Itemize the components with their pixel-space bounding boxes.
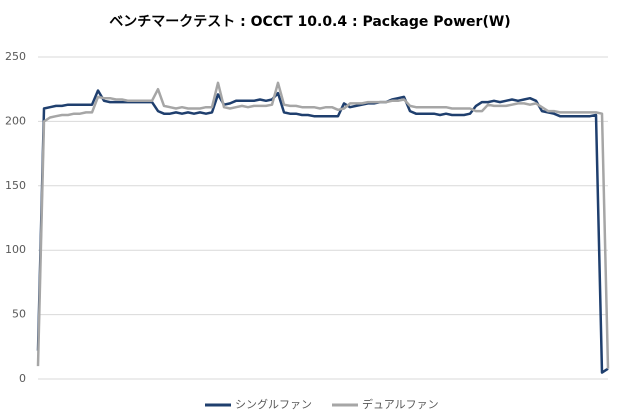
series-line <box>36 89 609 374</box>
y-tick-label: 100 <box>5 243 26 256</box>
y-tick-label: 150 <box>5 179 26 192</box>
y-tick-label: 200 <box>5 114 26 127</box>
chart-title: ベンチマークテスト : OCCT 10.0.4 : Package Power(… <box>109 14 510 30</box>
y-tick-label: 250 <box>5 50 26 63</box>
y-tick-label: 0 <box>19 372 26 385</box>
y-tick-label: 50 <box>12 308 26 321</box>
legend-label: シングルファン <box>235 397 312 411</box>
series-line <box>36 81 610 369</box>
legend-label: デュアルファン <box>362 397 439 411</box>
